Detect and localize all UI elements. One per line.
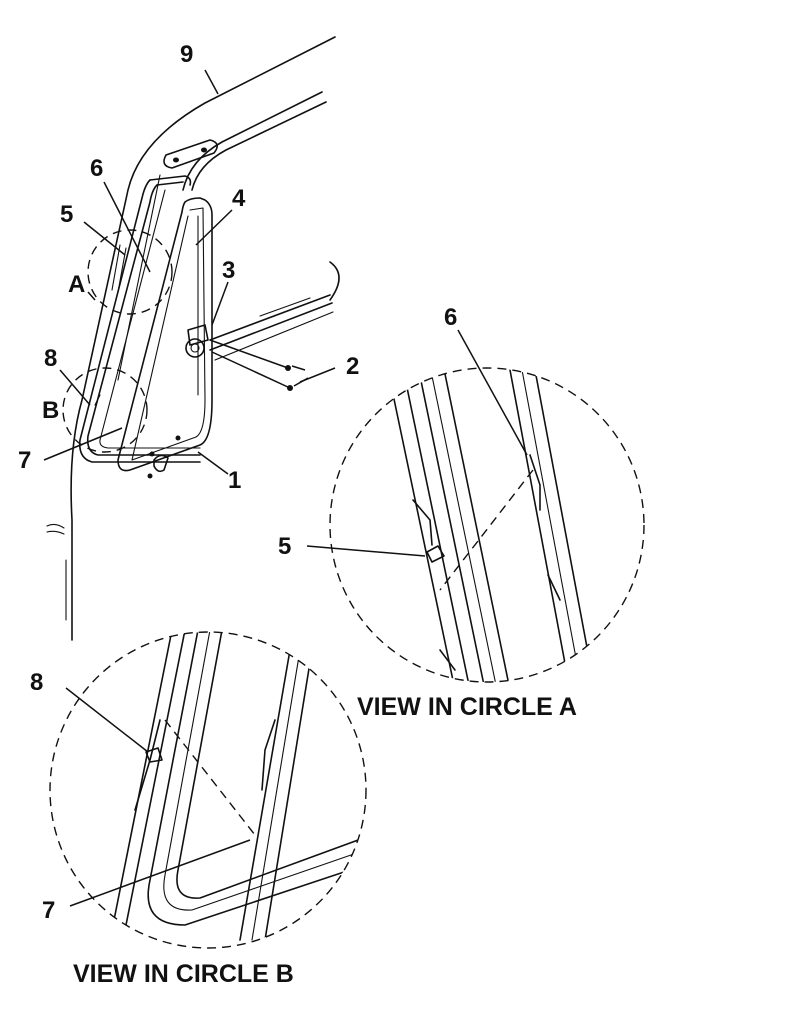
door-channel bbox=[209, 261, 340, 361]
callout-3: 3 bbox=[222, 257, 235, 284]
callout-5: 5 bbox=[60, 201, 73, 228]
screw-hole bbox=[173, 157, 179, 163]
detail-view-a: 5 6 VIEW IN CIRCLE A bbox=[278, 304, 645, 721]
callout-letter-a: A bbox=[68, 271, 85, 298]
detail-a-callout-6: 6 bbox=[444, 304, 457, 331]
vent-window bbox=[117, 197, 213, 479]
callout-1: 1 bbox=[228, 467, 241, 494]
fixed-window-frame bbox=[78, 175, 201, 463]
rivet bbox=[147, 473, 153, 479]
detail-b-circle bbox=[49, 631, 367, 949]
callout-9: 9 bbox=[180, 41, 193, 68]
callout-7: 7 bbox=[18, 447, 31, 474]
detail-b-caption: VIEW IN CIRCLE B bbox=[73, 960, 294, 988]
callout-2: 2 bbox=[346, 353, 359, 380]
detail-b-callout-8: 8 bbox=[30, 669, 43, 696]
detail-b-dashed-leader bbox=[164, 719, 256, 836]
detail-circle-a bbox=[87, 229, 173, 315]
detail-b-callout-7: 7 bbox=[42, 897, 55, 924]
callout-8: 8 bbox=[44, 345, 57, 372]
detail-view-b: 8 7 VIEW IN CIRCLE B bbox=[30, 631, 367, 988]
detail-a-circle bbox=[329, 367, 645, 683]
callout-4: 4 bbox=[232, 185, 246, 212]
detail-circle-b bbox=[62, 367, 148, 453]
rivet bbox=[175, 435, 181, 441]
main-assembly-view: 9 6 5 4 3 A 2 8 B 7 1 bbox=[18, 36, 359, 641]
callout-letter-b: B bbox=[42, 397, 59, 424]
pivot-hinge bbox=[185, 324, 209, 358]
screw-hole bbox=[201, 147, 207, 153]
rivet bbox=[149, 451, 155, 457]
detail-a-dashed-leader bbox=[439, 469, 534, 591]
cab-body-outline bbox=[46, 36, 336, 641]
leader-lines bbox=[43, 69, 336, 475]
detail-a-caption: VIEW IN CIRCLE A bbox=[357, 693, 577, 721]
detail-a-callout-5: 5 bbox=[278, 533, 291, 560]
callout-6: 6 bbox=[90, 155, 103, 182]
